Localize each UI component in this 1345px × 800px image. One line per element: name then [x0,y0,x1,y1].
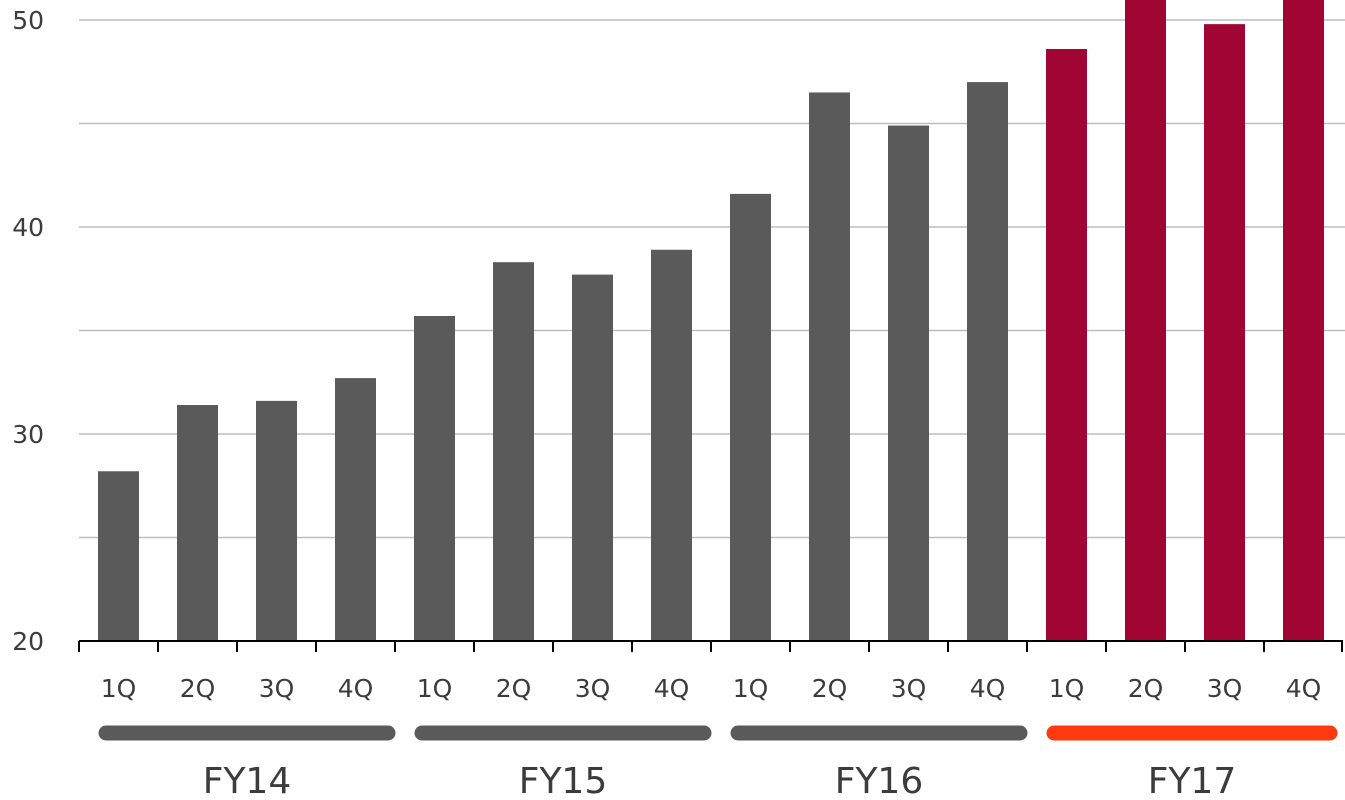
x-axis [78,640,1343,652]
y-tick-label: 30 [12,420,44,449]
x-tick-label: 4Q [654,674,690,703]
bar [1204,24,1245,641]
x-tick-label: 1Q [417,674,453,703]
x-tick-label: 2Q [180,674,216,703]
fiscal-year-groups: FY14 FY15 FY16 FY17 [98,725,1338,800]
bar [493,262,534,641]
bar [256,400,297,641]
group-label: FY16 [835,761,924,800]
bar [1046,48,1087,642]
bar [572,274,613,641]
x-tick-label: 4Q [338,674,374,703]
x-tick-label: 1Q [101,674,137,703]
y-tick-label: 50 [12,6,44,35]
x-tick-label: 2Q [1128,674,1164,703]
group-label: FY17 [1148,761,1237,800]
x-tick-label: 3Q [575,674,611,703]
x-tick-label: 3Q [259,674,295,703]
bar [335,378,376,641]
bars [98,0,1324,642]
x-tick-label: 3Q [1207,674,1243,703]
bar [98,471,139,641]
group-label: FY14 [203,761,292,800]
x-tick-label: 2Q [496,674,532,703]
x-tick-label: 2Q [812,674,848,703]
x-tick-label: 4Q [970,674,1006,703]
x-tick-label: 1Q [733,674,769,703]
bar [651,249,692,641]
y-tick-label: 20 [12,627,44,656]
y-tick-label: 40 [12,213,44,242]
x-tick-label: 1Q [1049,674,1085,703]
bar [1125,0,1166,641]
group-label: FY15 [519,761,608,800]
bar [888,125,929,641]
x-axis-ticks: 1Q 2Q 3Q 4Q 1Q 2Q 3Q 4Q 1Q 2Q 3Q 4Q 1Q 2Q 3Q 4Q [101,674,1322,703]
bar [177,405,218,641]
bar [967,82,1008,642]
bar [809,92,850,641]
bar [1283,0,1324,641]
y-axis-ticks: 20 30 40 50 [12,6,44,656]
bar [730,193,771,641]
bar [414,316,455,641]
x-tick-label: 4Q [1286,674,1322,703]
x-tick-label: 3Q [891,674,927,703]
